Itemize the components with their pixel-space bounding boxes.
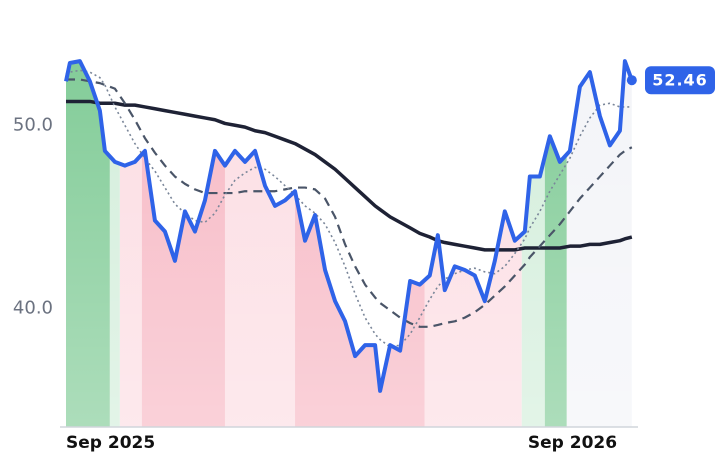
x-tick-label: Sep 2026 <box>528 433 617 453</box>
y-tick-label: 40.0 <box>13 297 53 318</box>
x-tick-label: Sep 2025 <box>66 433 155 453</box>
labels: 40.0 50.0 Sep 2025 Sep 2026 52.46 <box>13 66 715 453</box>
bands <box>66 61 632 427</box>
series-line <box>66 99 633 252</box>
last-value-badge <box>645 66 715 95</box>
last-value-label: 52.46 <box>652 71 708 90</box>
series-line <box>66 78 633 328</box>
last-point <box>626 75 637 86</box>
y-tick-label: 50.0 <box>13 114 53 135</box>
series-line <box>64 59 634 393</box>
band-fade <box>66 61 632 427</box>
lines <box>60 59 638 428</box>
